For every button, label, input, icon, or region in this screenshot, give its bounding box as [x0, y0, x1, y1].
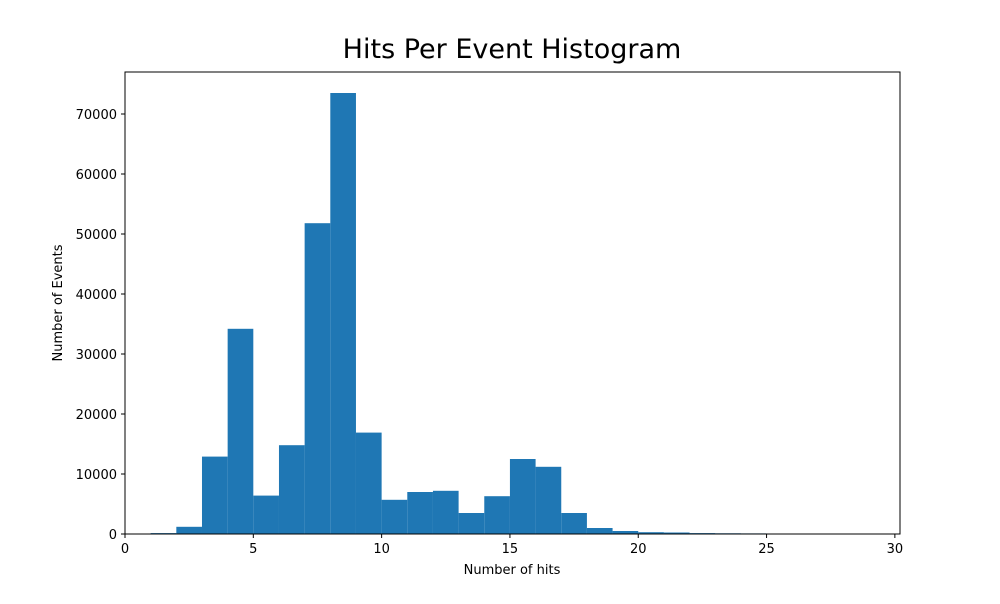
- y-tick-label: 70000: [76, 108, 117, 123]
- y-tick-label: 20000: [76, 408, 117, 423]
- x-tick-label: 5: [249, 542, 257, 557]
- chart-title: Hits Per Event Histogram: [343, 34, 682, 65]
- histogram-bar: [407, 492, 433, 534]
- histogram-bar: [587, 528, 613, 534]
- bars-group: [151, 93, 870, 534]
- histogram-bar: [459, 513, 485, 534]
- histogram-bar: [382, 500, 408, 534]
- y-tick-label: 10000: [76, 468, 117, 483]
- histogram-bar: [330, 93, 356, 534]
- histogram-bar: [305, 223, 331, 534]
- x-tick-label: 20: [630, 542, 647, 557]
- x-tick-label: 25: [758, 542, 775, 557]
- y-tick-label: 0: [109, 528, 117, 543]
- x-tick-label: 15: [502, 542, 519, 557]
- histogram-bar: [253, 496, 279, 534]
- histogram-bar: [536, 467, 562, 534]
- histogram-bar: [228, 329, 254, 534]
- x-axis-label: Number of hits: [464, 563, 561, 578]
- y-axis-ticks: 0 10000 20000 30000 40000 50000 60000 70000: [76, 108, 125, 543]
- histogram-bar: [202, 457, 228, 534]
- y-tick-label: 50000: [76, 228, 117, 243]
- histogram-bar: [510, 459, 536, 534]
- x-tick-label: 10: [373, 542, 390, 557]
- histogram-bar: [356, 433, 382, 534]
- y-tick-label: 60000: [76, 168, 117, 183]
- y-tick-label: 40000: [76, 288, 117, 303]
- histogram-bar: [279, 445, 305, 534]
- x-tick-label: 30: [887, 542, 904, 557]
- x-tick-label: 0: [121, 542, 129, 557]
- x-axis-ticks: 0 5 10 15 20 25 30: [121, 534, 903, 557]
- y-tick-label: 30000: [76, 348, 117, 363]
- histogram-bar: [433, 491, 459, 534]
- histogram-bar: [561, 513, 587, 534]
- histogram-bar: [176, 527, 202, 534]
- y-axis-label: Number of Events: [51, 244, 66, 361]
- histogram-bar: [484, 496, 510, 534]
